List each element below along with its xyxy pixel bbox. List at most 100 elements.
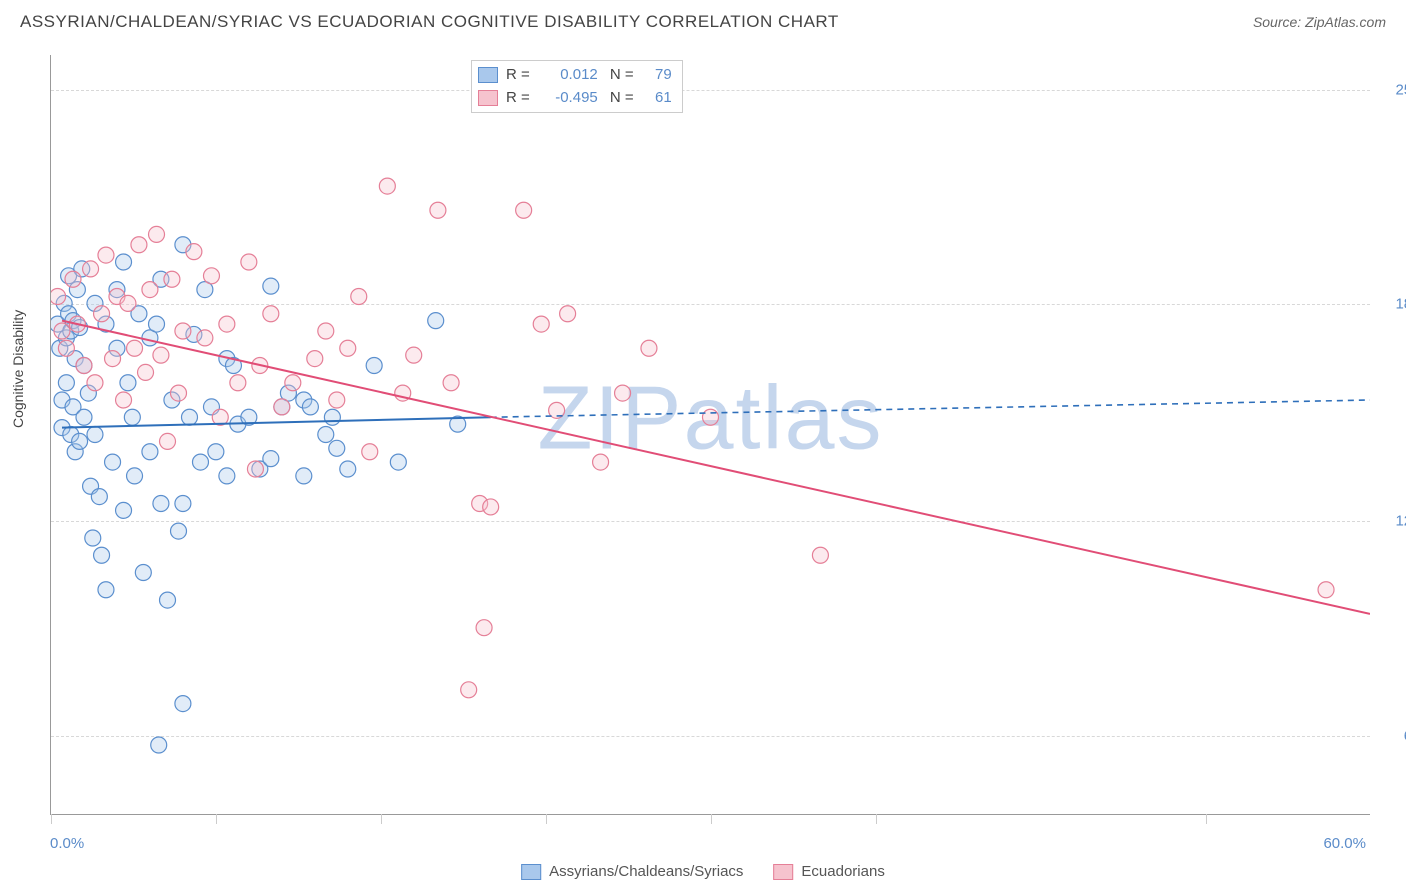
data-point-ecuadorian (116, 392, 132, 408)
trendline-assyrian-extrapolated (491, 400, 1370, 417)
swatch-series2 (478, 90, 498, 106)
data-point-assyrian (296, 468, 312, 484)
data-point-ecuadorian (138, 364, 154, 380)
data-point-ecuadorian (362, 444, 378, 460)
x-max-label: 60.0% (1323, 835, 1366, 852)
data-point-ecuadorian (76, 358, 92, 374)
legend-item-series2: Ecuadorians (773, 863, 884, 880)
data-point-ecuadorian (593, 454, 609, 470)
data-point-assyrian (153, 496, 169, 512)
data-point-ecuadorian (219, 316, 235, 332)
data-point-ecuadorian (307, 351, 323, 367)
data-point-ecuadorian (149, 226, 165, 242)
chart-title: ASSYRIAN/CHALDEAN/SYRIAC VS ECUADORIAN C… (20, 12, 839, 32)
data-point-assyrian (160, 592, 176, 608)
data-point-assyrian (135, 565, 151, 581)
data-point-ecuadorian (51, 289, 66, 305)
y-tick-label: 12.5% (1395, 513, 1406, 530)
data-point-ecuadorian (285, 375, 301, 391)
data-point-ecuadorian (171, 385, 187, 401)
data-point-ecuadorian (87, 375, 103, 391)
data-point-ecuadorian (65, 271, 81, 287)
legend-label-series2: Ecuadorians (801, 863, 884, 880)
data-point-assyrian (127, 468, 143, 484)
data-point-assyrian (428, 313, 444, 329)
legend-item-series1: Assyrians/Chaldeans/Syriacs (521, 863, 743, 880)
data-point-assyrian (219, 468, 235, 484)
data-point-assyrian (116, 254, 132, 270)
data-point-assyrian (171, 523, 187, 539)
stats-row-series2: R = -0.495 N = 61 (478, 87, 672, 110)
data-point-ecuadorian (461, 682, 477, 698)
x-tick (381, 814, 382, 824)
data-point-ecuadorian (241, 254, 257, 270)
data-point-ecuadorian (516, 202, 532, 218)
data-point-assyrian (94, 547, 110, 563)
data-point-ecuadorian (175, 323, 191, 339)
x-tick (711, 814, 712, 824)
data-point-assyrian (91, 489, 107, 505)
data-point-assyrian (85, 530, 101, 546)
data-point-assyrian (182, 409, 198, 425)
data-point-ecuadorian (812, 547, 828, 563)
data-point-ecuadorian (476, 620, 492, 636)
data-point-ecuadorian (329, 392, 345, 408)
data-point-assyrian (175, 496, 191, 512)
x-tick (51, 814, 52, 824)
r-value-series2: -0.495 (538, 87, 598, 110)
data-point-assyrian (116, 502, 132, 518)
data-point-assyrian (87, 427, 103, 443)
y-tick-label: 25.0% (1395, 81, 1406, 98)
data-point-ecuadorian (351, 289, 367, 305)
data-point-assyrian (340, 461, 356, 477)
data-point-assyrian (366, 358, 382, 374)
data-point-assyrian (263, 451, 279, 467)
data-point-ecuadorian (318, 323, 334, 339)
data-point-assyrian (390, 454, 406, 470)
data-point-assyrian (76, 409, 92, 425)
data-point-assyrian (124, 409, 140, 425)
data-point-assyrian (263, 278, 279, 294)
data-point-ecuadorian (703, 409, 719, 425)
scatter-chart: ZIPatlas R = 0.012 N = 79 R = -0.495 N =… (50, 55, 1370, 815)
data-point-ecuadorian (533, 316, 549, 332)
x-tick (1206, 814, 1207, 824)
legend-swatch-series1 (521, 864, 541, 880)
n-label: N = (606, 87, 634, 110)
data-point-ecuadorian (203, 268, 219, 284)
source-label: Source: (1253, 14, 1301, 30)
data-point-ecuadorian (164, 271, 180, 287)
n-value-series2: 61 (642, 87, 672, 110)
data-point-assyrian (329, 440, 345, 456)
y-axis-label: Cognitive Disability (10, 310, 26, 428)
data-point-ecuadorian (142, 282, 158, 298)
data-point-assyrian (149, 316, 165, 332)
data-point-ecuadorian (274, 399, 290, 415)
data-point-assyrian (105, 454, 121, 470)
legend: Assyrians/Chaldeans/Syriacs Ecuadorians (521, 863, 885, 880)
data-point-ecuadorian (120, 295, 136, 311)
data-point-ecuadorian (153, 347, 169, 363)
data-point-ecuadorian (483, 499, 499, 515)
y-tick-label: 18.8% (1395, 295, 1406, 312)
data-point-ecuadorian (105, 351, 121, 367)
data-point-ecuadorian (186, 244, 202, 260)
data-point-ecuadorian (247, 461, 263, 477)
swatch-series1 (478, 67, 498, 83)
data-point-assyrian (192, 454, 208, 470)
n-label: N = (606, 64, 634, 87)
source-name: ZipAtlas.com (1305, 14, 1386, 30)
data-point-ecuadorian (379, 178, 395, 194)
n-value-series1: 79 (642, 64, 672, 87)
legend-label-series1: Assyrians/Chaldeans/Syriacs (549, 863, 743, 880)
source-attribution: Source: ZipAtlas.com (1253, 14, 1386, 30)
r-label: R = (506, 64, 530, 87)
data-point-assyrian (58, 375, 74, 391)
data-point-ecuadorian (58, 340, 74, 356)
data-point-ecuadorian (83, 261, 99, 277)
stats-row-series1: R = 0.012 N = 79 (478, 64, 672, 87)
r-label: R = (506, 87, 530, 110)
data-point-assyrian (72, 433, 88, 449)
x-min-label: 0.0% (50, 835, 84, 852)
data-point-assyrian (324, 409, 340, 425)
